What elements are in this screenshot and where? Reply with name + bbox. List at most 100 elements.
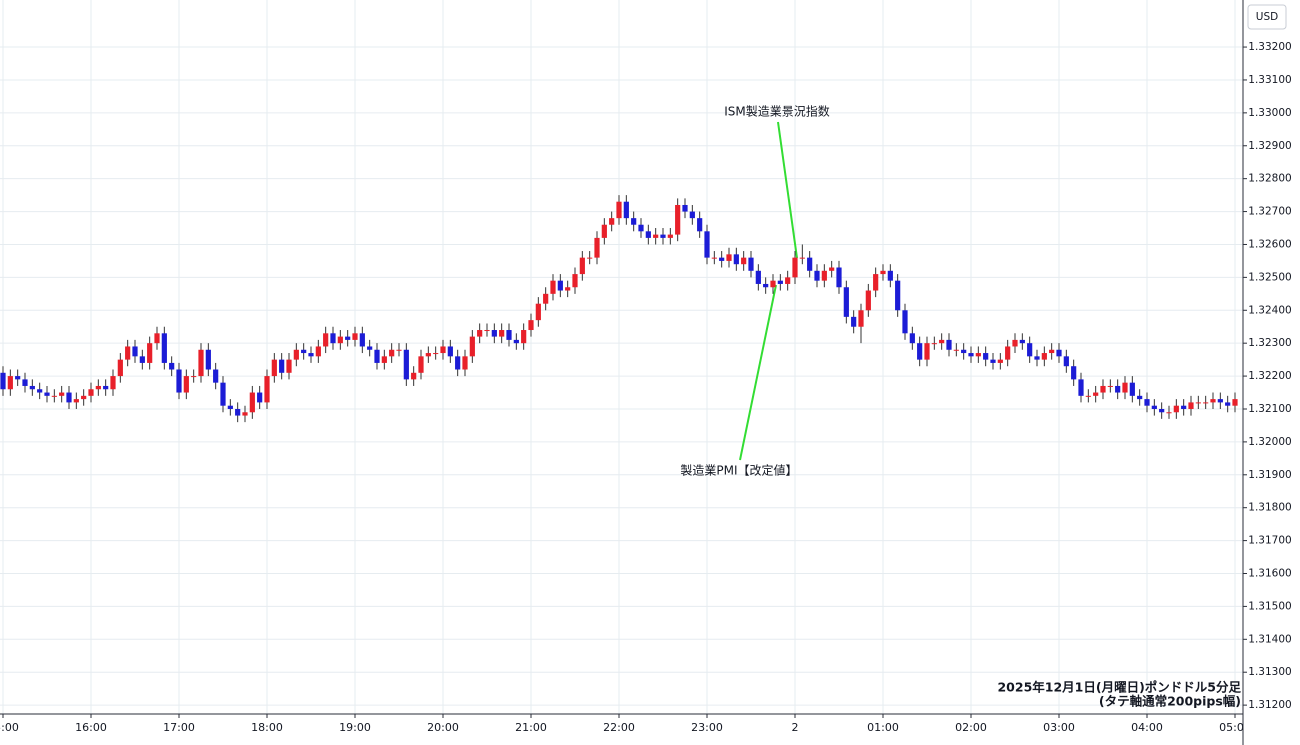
annotation-line (739, 284, 777, 461)
candle-body (726, 254, 732, 261)
candle-body (440, 346, 446, 354)
candle-body (301, 349, 307, 354)
candle-body (579, 257, 585, 275)
candle-body (491, 330, 497, 337)
candle-body (1188, 402, 1194, 409)
candle-body (81, 395, 87, 400)
candle-body (631, 218, 637, 225)
candle-body (917, 343, 923, 360)
candle-body (374, 349, 380, 363)
x-tick-label: 18:00 (251, 721, 283, 734)
candle-body (689, 211, 695, 219)
candle-body (557, 280, 563, 291)
candle-body (594, 237, 600, 258)
candle-body (1049, 349, 1055, 354)
candle-body (638, 224, 644, 232)
currency-label: USD (1256, 11, 1278, 23)
candle-body (315, 346, 321, 357)
candle-body (1203, 402, 1209, 404)
candle-body (1093, 392, 1099, 396)
candle-body (748, 257, 754, 271)
candle-body (235, 408, 241, 416)
candle-body (887, 270, 893, 281)
caption: 2025年12月1日(月曜日)ポンドドル5分足 (997, 680, 1241, 695)
x-tick-label: 15:00 (0, 721, 19, 734)
candle-body (433, 353, 439, 355)
candle-body (741, 257, 747, 265)
candle-body (814, 270, 820, 281)
candle-body (367, 346, 373, 350)
candle-body (1225, 402, 1231, 406)
y-tick-label: 1.31600 (1248, 568, 1291, 580)
y-tick-label: 1.32000 (1248, 436, 1291, 448)
candle-body (953, 349, 959, 351)
candle-body (601, 224, 607, 238)
candle-body (1144, 399, 1150, 406)
candle-body (59, 392, 65, 396)
candle-body (623, 201, 629, 219)
x-tick-label: 03:00 (1043, 721, 1075, 734)
candle-body (975, 353, 981, 357)
candle-body (1071, 366, 1077, 380)
price-axis-panel (1243, 0, 1300, 745)
y-tick-label: 1.33000 (1248, 107, 1291, 119)
candle-body (169, 362, 175, 370)
candle-body (1041, 353, 1047, 360)
candle-body (147, 343, 153, 363)
candle-body (323, 333, 329, 347)
candle-body (821, 270, 827, 281)
candle-body (1129, 382, 1135, 396)
candle-body (535, 303, 541, 321)
candle-body (990, 359, 996, 363)
candle-body (29, 385, 35, 390)
candle-body (1005, 346, 1011, 360)
candle-body (616, 201, 622, 219)
candle-body (279, 359, 285, 373)
candle-body (257, 392, 263, 403)
candle-body (88, 389, 94, 396)
candle-body (359, 333, 365, 347)
y-tick-label: 1.32400 (1248, 304, 1291, 316)
candle-body (565, 287, 571, 291)
candle-body (271, 359, 277, 377)
candle-body (1012, 339, 1018, 347)
candle-body (770, 280, 776, 288)
x-tick-label: 19:00 (339, 721, 371, 734)
candle-body (924, 343, 930, 360)
candle-body (1173, 405, 1179, 413)
candle-body (132, 346, 138, 357)
candle-body (755, 270, 761, 284)
candle-body (37, 389, 43, 393)
y-tick-label: 1.31900 (1248, 469, 1291, 481)
candle-body (1166, 412, 1172, 414)
candle-body (799, 257, 805, 259)
candle-body (997, 359, 1003, 363)
candle-body (1181, 405, 1187, 409)
candle-body (983, 353, 989, 360)
candle-body (851, 316, 857, 327)
candle-body (117, 359, 123, 377)
y-tick-label: 1.31300 (1248, 666, 1291, 678)
y-tick-label: 1.33200 (1248, 41, 1291, 53)
candle-body (396, 349, 402, 351)
candle-body (1085, 395, 1091, 397)
candle-body (286, 359, 292, 373)
candle-body (946, 339, 952, 350)
candle-body (249, 392, 255, 413)
candle-body (792, 257, 798, 278)
candle-body (477, 330, 483, 337)
candle-body (1159, 408, 1165, 413)
candle-body (873, 274, 879, 291)
candle-body (1115, 385, 1121, 393)
candle-body (462, 356, 468, 370)
annotation-text: 製造業PMI【改定値】 (680, 463, 797, 478)
candle-body (264, 376, 270, 403)
x-tick-label: 04:00 (1131, 721, 1163, 734)
candle-body (763, 283, 769, 288)
x-tick-label: 2 (792, 721, 799, 734)
candle-body (95, 385, 101, 390)
candle-body (807, 257, 813, 271)
y-tick-label: 1.31400 (1248, 633, 1291, 645)
